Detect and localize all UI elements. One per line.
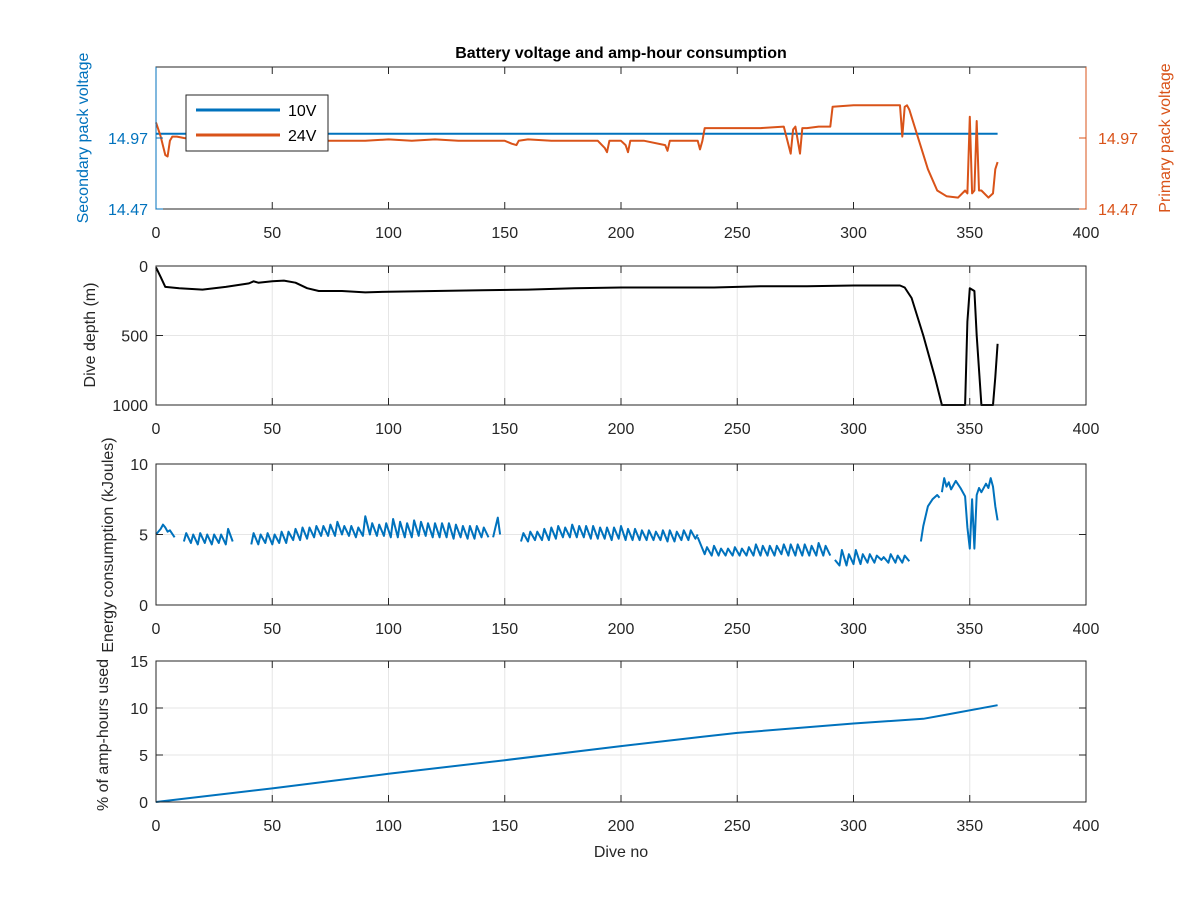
x-tick-label: 0 [152,621,161,638]
x-tick-label: 250 [724,818,751,835]
energy-x-ticks: 0 50 100 150 200 250 300 350 400 [152,464,1100,638]
x-tick-label: 350 [956,621,983,638]
x-tick-label: 350 [956,225,983,242]
x-tick-label: 250 [724,421,751,438]
depth-x-ticks: 0 50 100 150 200 250 300 350 400 [152,266,1100,438]
panel-amphours: 0 50 100 150 200 250 300 350 400 0 5 10 15 % of amp… [95,654,1099,861]
x-tick-label: 400 [1073,225,1100,242]
x-tick-label: 50 [263,225,281,242]
x-tick-label: 350 [956,421,983,438]
x-tick-label: 150 [491,818,518,835]
x-tick-label: 150 [491,225,518,242]
right-y-tick-label: 14.47 [1098,202,1138,219]
right-y-tick-label: 14.97 [1098,131,1138,148]
x-tick-label: 400 [1073,421,1100,438]
left-y-tick-label: 0 [139,598,148,615]
left-y-tick-label: 14.97 [108,131,148,148]
energy-line-segment [520,523,699,543]
x-tick-label: 0 [152,225,161,242]
depth-series [155,266,999,406]
energy-line-segment [492,516,502,538]
x-tick-label: 50 [263,818,281,835]
x-tick-label: 100 [375,225,402,242]
energy-line-segment [250,515,490,546]
x-tick-label: 150 [491,421,518,438]
x-tick-label: 100 [375,818,402,835]
depth-y-label: Dive depth (m) [82,283,99,388]
energy-line-segment [834,549,911,567]
x-tick-label: 100 [375,421,402,438]
voltage-x-ticks: 0 50 100 150 200 250 300 350 400 [152,67,1100,242]
x-tick-label: 100 [375,621,402,638]
left-y-tick-label: 10 [130,457,148,474]
x-axis-label: Dive no [594,844,648,861]
energy-line-segment [940,477,999,550]
x-tick-label: 250 [724,225,751,242]
left-y-tick-label: 10 [130,701,148,718]
energy-line-segment [696,536,832,557]
x-tick-label: 300 [840,225,867,242]
legend-label-10v: 10V [288,103,317,120]
voltage-right-ticks: 14.47 14.97 [1079,67,1138,219]
chart-title: Battery voltage and amp-hour consumption [455,45,787,62]
energy-line-segment [155,523,176,538]
legend: 10V 24V [185,94,329,152]
left-y-tick-label: 0 [139,259,148,276]
amphours-series [155,704,998,803]
panel-energy: 0 50 100 150 200 250 300 350 400 0 5 10 Energy con… [100,437,1099,652]
x-tick-label: 0 [152,421,161,438]
x-tick-label: 400 [1073,621,1100,638]
series-24v-line [155,104,999,199]
x-tick-label: 400 [1073,818,1100,835]
amphours-y-label: % of amp-hours used [95,659,112,811]
left-y-tick-label: 5 [139,748,148,765]
legend-box [185,94,329,152]
x-tick-label: 200 [608,621,635,638]
energy-series [155,477,999,567]
amphours-line [155,704,998,803]
depth-line [155,266,999,406]
amphours-y-ticks: 0 5 10 15 [130,654,1086,812]
energy-y-label: Energy consumption (kJoules) [100,437,117,652]
primary-voltage-label: Primary pack voltage [1157,63,1174,212]
x-tick-label: 150 [491,621,518,638]
x-tick-label: 0 [152,818,161,835]
left-y-tick-label: 5 [139,528,148,545]
x-tick-label: 250 [724,621,751,638]
x-tick-label: 300 [840,421,867,438]
secondary-voltage-label: Secondary pack voltage [75,53,92,224]
legend-label-24v: 24V [288,128,317,145]
left-y-tick-label: 14.47 [108,202,148,219]
x-tick-label: 200 [608,818,635,835]
x-tick-label: 200 [608,225,635,242]
depth-y-ticks: 0 500 1000 [112,259,1086,415]
x-tick-label: 200 [608,421,635,438]
energy-line-segment [182,527,234,546]
left-y-tick-label: 500 [121,329,148,346]
left-y-tick-label: 15 [130,654,148,671]
energy-y-ticks: 0 5 10 [130,457,1086,615]
x-tick-label: 50 [263,421,281,438]
x-tick-label: 50 [263,621,281,638]
x-tick-label: 300 [840,818,867,835]
x-tick-label: 300 [840,621,867,638]
x-tick-label: 350 [956,818,983,835]
amphours-x-ticks: 0 50 100 150 200 250 300 350 400 [152,661,1100,835]
panel-depth: 0 50 100 150 200 250 300 350 400 0 500 1000 Dive d… [82,259,1099,438]
amphours-grid [155,660,1087,803]
left-y-tick-label: 0 [139,795,148,812]
energy-line-segment [919,494,941,542]
panel-voltage: Battery voltage and amp-hour consumption… [75,45,1174,242]
left-y-tick-label: 1000 [112,398,148,415]
